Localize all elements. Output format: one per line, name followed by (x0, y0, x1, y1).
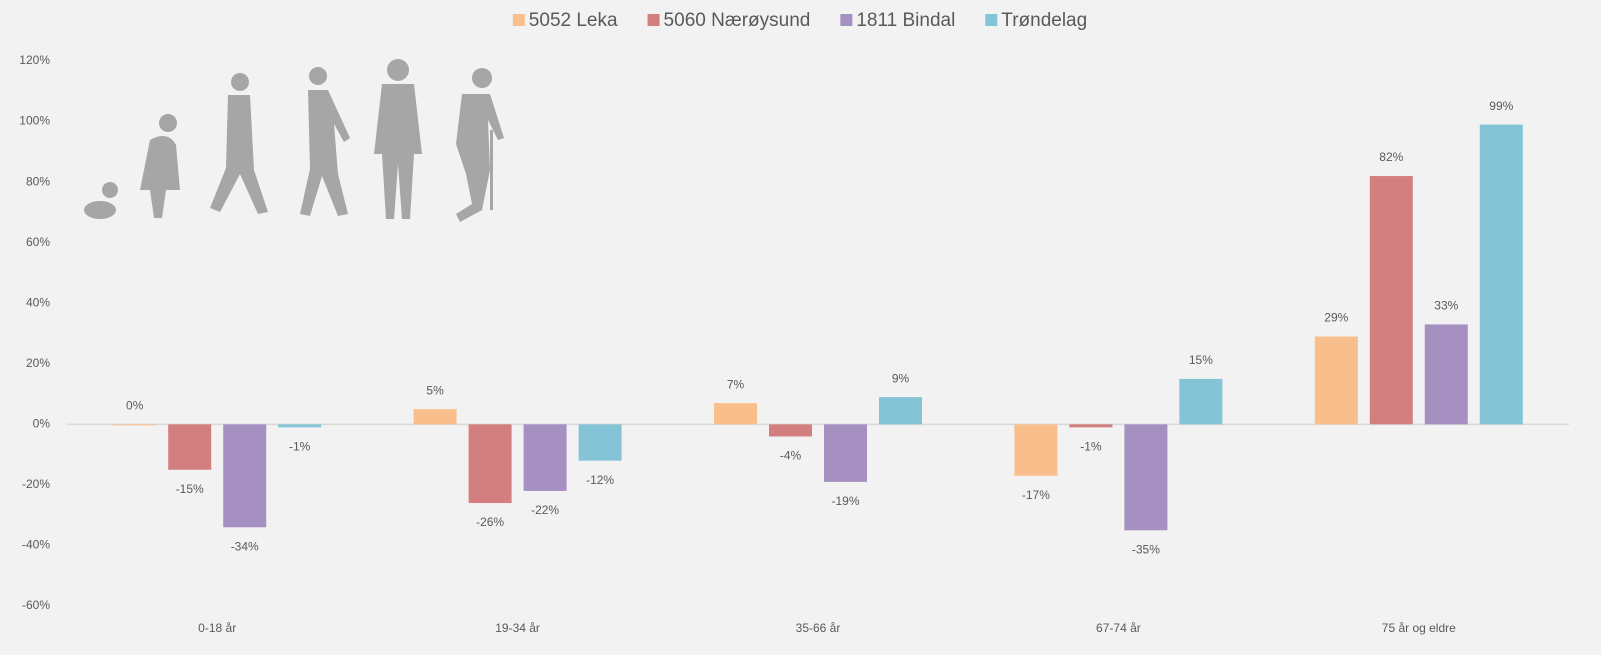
legend-label: 5060 Nærøysund (664, 10, 811, 31)
bar (1014, 424, 1057, 475)
legend-label: Trøndelag (1001, 10, 1087, 31)
value-label: -34% (231, 539, 259, 553)
bar (714, 403, 757, 424)
value-label: -19% (831, 494, 859, 508)
legend-swatch (840, 14, 852, 26)
y-tick-label: 0% (33, 417, 51, 431)
bar (1315, 337, 1358, 425)
x-tick-label: 75 år og eldre (1382, 621, 1456, 635)
y-tick-label: 120% (19, 53, 50, 67)
value-label: 9% (892, 371, 910, 385)
value-label: -15% (176, 482, 204, 496)
value-label: 33% (1434, 299, 1458, 313)
value-label: -4% (780, 449, 802, 463)
bar (879, 397, 922, 424)
value-label: -1% (289, 440, 311, 454)
legend-swatch (985, 14, 997, 26)
x-tick-label: 19-34 år (495, 621, 540, 635)
value-label: -22% (531, 503, 559, 517)
value-label: 5% (426, 383, 444, 397)
bar (1480, 125, 1523, 425)
bar (414, 409, 457, 424)
x-tick-label: 35-66 år (796, 621, 841, 635)
x-tick-label: 0-18 år (198, 621, 236, 635)
bar (469, 424, 512, 503)
y-tick-label: 20% (26, 356, 50, 370)
y-tick-label: -60% (22, 598, 50, 612)
value-label: -1% (1080, 440, 1102, 454)
y-tick-label: -40% (22, 538, 50, 552)
y-tick-label: 100% (19, 114, 50, 128)
legend-swatch (648, 14, 660, 26)
value-label: -26% (476, 515, 504, 529)
value-label: 29% (1324, 311, 1348, 325)
bar (223, 424, 266, 527)
value-label: -35% (1132, 542, 1160, 556)
legend: 5052 Leka 5060 Nærøysund 1811 Bindal Trønde… (513, 10, 1087, 31)
bar (278, 424, 321, 427)
bar (1179, 379, 1222, 424)
value-label: 15% (1189, 353, 1213, 367)
page: 5052 Leka 5060 Nærøysund 1811 Bindal Trønde… (0, 0, 1601, 655)
legend-label: 1811 Bindal (856, 10, 955, 31)
bar (1124, 424, 1167, 530)
value-label: 0% (126, 399, 144, 413)
bar (824, 424, 867, 482)
bar (579, 424, 622, 460)
bar (1069, 424, 1112, 427)
chart: 5052 Leka 5060 Nærøysund 1811 Bindal Trønde… (0, 0, 1601, 655)
y-tick-label: 80% (26, 174, 50, 188)
bar (769, 424, 812, 436)
value-label: -17% (1022, 488, 1050, 502)
legend-label: 5052 Leka (529, 10, 618, 31)
value-label: -12% (586, 473, 614, 487)
bar (524, 424, 567, 491)
legend-swatch (513, 14, 525, 26)
bar (1370, 176, 1413, 424)
value-label: 99% (1489, 99, 1513, 113)
value-label: 82% (1379, 150, 1403, 164)
bar (1425, 324, 1468, 424)
y-tick-label: 60% (26, 235, 50, 249)
y-tick-label: -20% (22, 477, 50, 491)
value-label: 7% (727, 377, 745, 391)
y-tick-label: 40% (26, 295, 50, 309)
x-tick-label: 67-74 år (1096, 621, 1141, 635)
bar (168, 424, 211, 469)
bar (113, 424, 156, 425)
